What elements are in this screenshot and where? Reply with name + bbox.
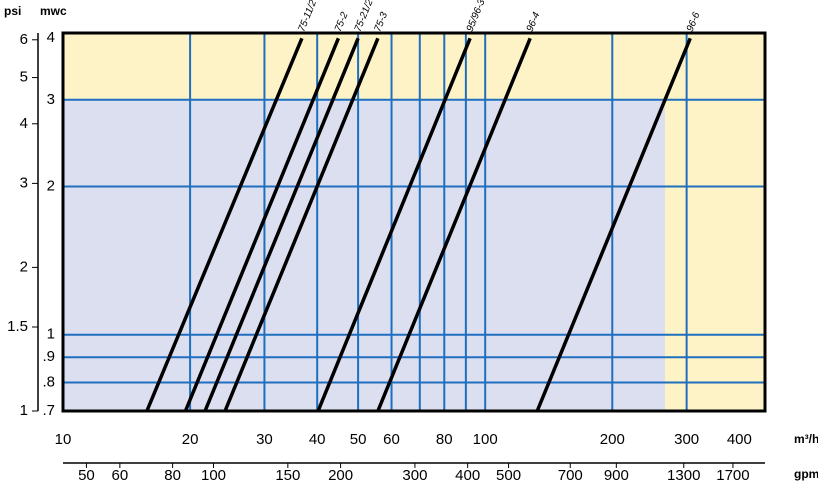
y2-tick-label: 5 [20,69,28,86]
y-label: mwc [40,4,67,18]
y-tick-label: .9 [42,348,55,365]
curve [535,37,692,412]
curve [203,37,360,412]
y2-tick-label: 4 [20,115,28,132]
series-label: 75-3 [372,10,390,33]
x-tick-label: 400 [727,431,752,448]
x-tick-label: 10 [55,431,72,448]
y-tick-label: .7 [42,402,55,419]
series-label: 95/96-3 [465,0,488,33]
y2-tick-label: 1 [20,402,28,419]
curve [376,37,532,412]
x-tick-label: 200 [600,431,625,448]
x-tick-label: 60 [383,431,400,448]
x2-tick-label: 60 [112,467,129,484]
x2-tick-label: 1700 [716,467,749,484]
x2-tick-label: 80 [164,467,181,484]
y2-label: psi [4,4,21,18]
x2-tick-label: 500 [496,467,521,484]
y2-tick-label: 1.5 [7,318,28,335]
x2-tick-label: 100 [201,467,226,484]
y-tick-label: 4 [47,29,55,46]
y-tick-label: .8 [42,373,55,390]
x2-label: gpm [794,467,818,481]
x2-tick-label: 300 [402,467,427,484]
plot-region [63,99,665,411]
series-label: 75-11/2 [296,0,319,33]
x-tick-label: 50 [350,431,367,448]
series-label: 96-4 [525,10,543,33]
x-tick-label: 300 [674,431,699,448]
x2-tick-label: 1300 [667,467,700,484]
x2-tick-label: 400 [455,467,480,484]
x-tick-label: 20 [182,431,199,448]
x-tick-label: 80 [436,431,453,448]
curve [145,37,304,412]
x-tick-label: 30 [256,431,273,448]
x2-tick-label: 200 [328,467,353,484]
y-tick-label: 3 [47,91,55,108]
y2-tick-label: 2 [20,258,28,275]
curve [183,37,340,412]
curve [316,37,472,412]
series-label: 96-6 [685,10,703,33]
y-tick-label: 2 [47,177,55,194]
x2-tick-label: 900 [604,467,629,484]
y2-tick-label: 3 [20,174,28,191]
x2-tick-label: 50 [78,467,95,484]
y-tick-label: 1 [47,326,55,343]
x-tick-label: 40 [309,431,326,448]
x2-tick-label: 700 [558,467,583,484]
plot-border [61,31,767,413]
y2-tick-label: 6 [20,31,28,48]
series-label: 75-2 [333,10,351,33]
curve [223,37,380,412]
x-tick-label: 100 [473,431,498,448]
x2-tick-label: 150 [275,467,300,484]
x-label: m³/h [794,432,818,446]
